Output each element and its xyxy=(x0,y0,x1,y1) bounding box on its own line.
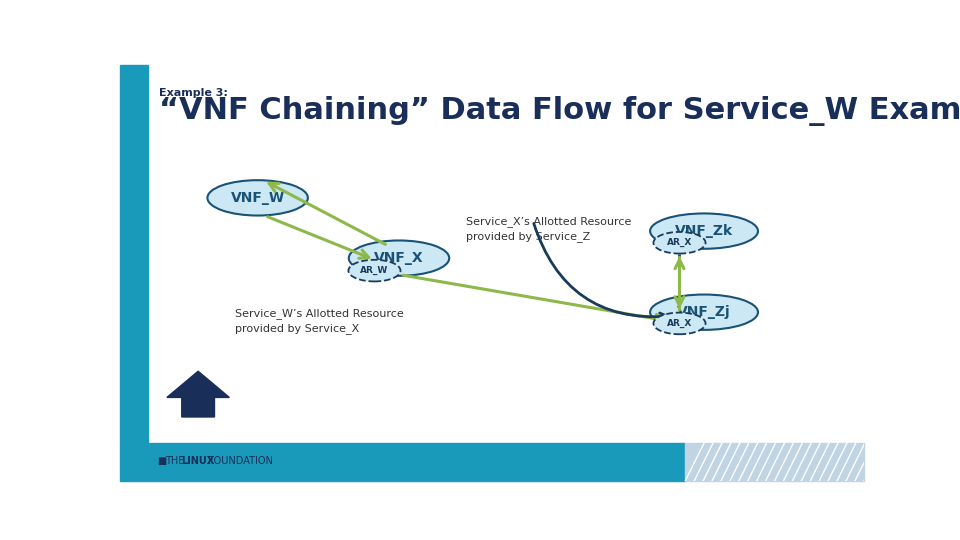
Ellipse shape xyxy=(650,213,758,249)
Text: VNF_X: VNF_X xyxy=(374,251,423,265)
Text: VNF_W: VNF_W xyxy=(230,191,285,205)
Text: THE: THE xyxy=(165,456,184,465)
Text: AR_X: AR_X xyxy=(667,238,692,247)
Ellipse shape xyxy=(654,232,706,254)
Text: ■: ■ xyxy=(157,456,166,465)
Polygon shape xyxy=(167,371,229,417)
Text: “VNF Chaining” Data Flow for Service_W Example 3: “VNF Chaining” Data Flow for Service_W E… xyxy=(158,96,960,126)
Text: FOUNDATION: FOUNDATION xyxy=(207,456,273,465)
Ellipse shape xyxy=(207,180,308,215)
Text: Example 3:: Example 3: xyxy=(158,87,228,98)
Text: AR_X: AR_X xyxy=(667,319,692,328)
Ellipse shape xyxy=(348,260,400,281)
Bar xyxy=(120,65,148,443)
Ellipse shape xyxy=(348,240,449,276)
Text: VNF_Zj: VNF_Zj xyxy=(677,305,731,319)
Text: Service_X’s Allotted Resource
provided by Service_Z: Service_X’s Allotted Resource provided b… xyxy=(466,217,632,242)
FancyArrowPatch shape xyxy=(534,224,667,321)
Text: Service_W’s Allotted Resource
provided by Service_X: Service_W’s Allotted Resource provided b… xyxy=(235,308,404,334)
Bar xyxy=(120,443,685,481)
Text: LINUX: LINUX xyxy=(181,456,214,465)
Text: AR_W: AR_W xyxy=(360,266,389,275)
Ellipse shape xyxy=(654,313,706,334)
Bar xyxy=(685,443,864,481)
Text: VNF_Zk: VNF_Zk xyxy=(675,224,733,238)
Ellipse shape xyxy=(650,294,758,330)
